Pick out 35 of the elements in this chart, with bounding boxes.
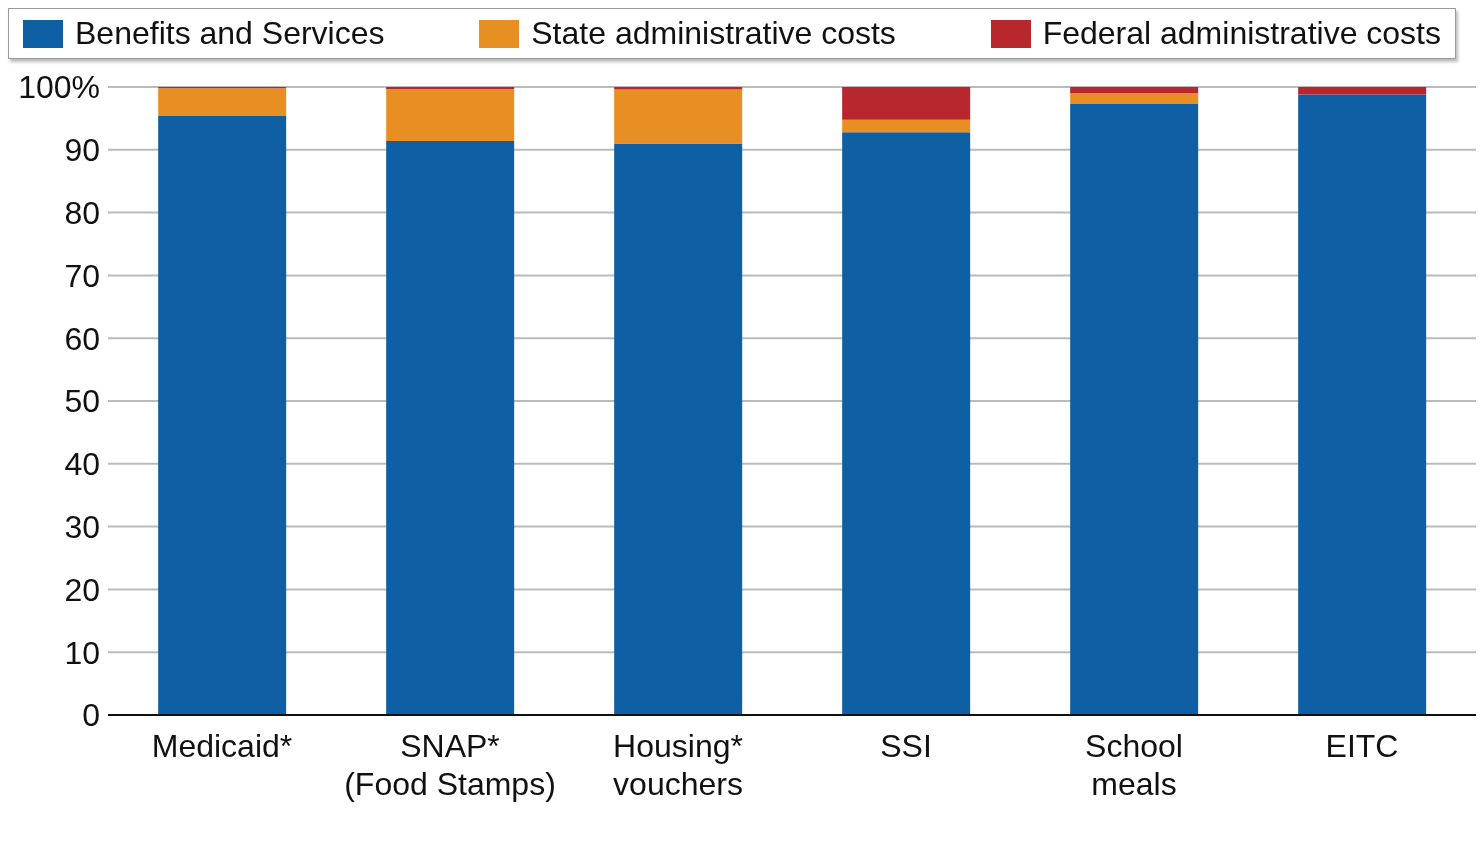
bar — [1298, 87, 1427, 95]
bar — [1070, 103, 1199, 715]
x-tick-label: Housing* vouchers — [613, 728, 743, 802]
y-tick-label: 20 — [64, 571, 100, 608]
bar — [1070, 87, 1199, 94]
y-tick-label: 70 — [64, 257, 100, 294]
bar — [158, 115, 287, 715]
legend-label: State administrative costs — [531, 15, 896, 52]
y-tick-label: 30 — [64, 508, 100, 545]
x-tick-label: Medicaid* — [151, 728, 293, 764]
y-tick-label: 0 — [82, 697, 100, 734]
x-tick-label: EITC — [1325, 728, 1399, 764]
bar — [842, 119, 971, 133]
y-tick-label: 100% — [18, 69, 100, 106]
x-tick-label: SNAP* (Food Stamps) — [344, 728, 556, 802]
y-tick-label: 40 — [64, 446, 100, 483]
bar — [614, 89, 743, 144]
bar — [1298, 94, 1427, 715]
legend-label: Benefits and Services — [75, 15, 385, 52]
bar — [842, 87, 971, 120]
bar — [614, 143, 743, 715]
legend-label: Federal administrative costs — [1042, 15, 1441, 52]
y-tick-label: 60 — [64, 320, 100, 357]
bar — [842, 132, 971, 715]
bar — [158, 88, 287, 116]
bar — [1070, 93, 1199, 104]
x-tick-label: School meals — [1085, 728, 1183, 802]
x-tick-label: SSI — [880, 728, 932, 764]
y-tick-label: 50 — [64, 383, 100, 420]
bar — [386, 141, 515, 715]
bar — [386, 88, 515, 142]
y-tick-label: 10 — [64, 634, 100, 671]
y-tick-label: 90 — [64, 132, 100, 169]
y-tick-label: 80 — [64, 194, 100, 231]
bar — [614, 87, 743, 90]
